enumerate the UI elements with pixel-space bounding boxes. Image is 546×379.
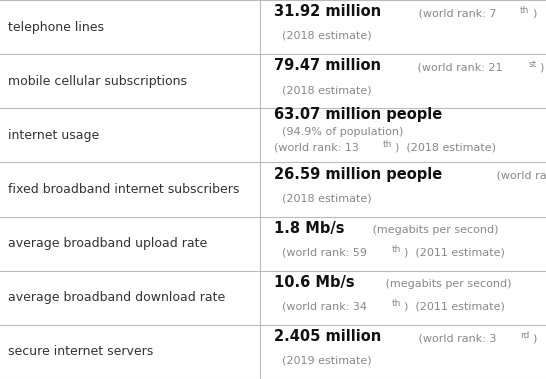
Text: (2019 estimate): (2019 estimate) xyxy=(282,356,371,366)
Text: internet usage: internet usage xyxy=(8,129,99,142)
Text: 10.6 Mb/s: 10.6 Mb/s xyxy=(274,275,354,290)
Text: rd: rd xyxy=(520,331,529,340)
Text: (world rank: 21: (world rank: 21 xyxy=(414,63,503,72)
Text: th: th xyxy=(520,6,529,15)
Text: 1.8 Mb/s: 1.8 Mb/s xyxy=(274,221,344,236)
Text: (world rank: 8: (world rank: 8 xyxy=(494,171,546,181)
Text: )  (2011 estimate): ) (2011 estimate) xyxy=(403,302,505,312)
Text: (world rank: 34: (world rank: 34 xyxy=(282,302,367,312)
Text: 79.47 million: 79.47 million xyxy=(274,58,381,74)
Text: ): ) xyxy=(539,63,544,72)
Text: (megabits per second): (megabits per second) xyxy=(369,225,498,235)
Text: )  (2018 estimate): ) (2018 estimate) xyxy=(395,143,496,152)
Text: st: st xyxy=(529,60,537,69)
Text: (world rank: 13: (world rank: 13 xyxy=(274,143,358,152)
Text: 63.07 million people: 63.07 million people xyxy=(274,107,442,122)
Text: (2018 estimate): (2018 estimate) xyxy=(282,85,371,95)
Text: th: th xyxy=(383,140,393,149)
Text: 26.59 million people: 26.59 million people xyxy=(274,167,442,182)
Text: ): ) xyxy=(532,8,536,18)
Text: 31.92 million: 31.92 million xyxy=(274,4,381,19)
Text: average broadband upload rate: average broadband upload rate xyxy=(8,237,207,250)
Text: )  (2011 estimate): ) (2011 estimate) xyxy=(403,247,505,258)
Text: 2.405 million: 2.405 million xyxy=(274,329,381,344)
Text: fixed broadband internet subscribers: fixed broadband internet subscribers xyxy=(8,183,240,196)
Text: mobile cellular subscriptions: mobile cellular subscriptions xyxy=(8,75,187,88)
Text: (2018 estimate): (2018 estimate) xyxy=(282,31,371,41)
Text: (megabits per second): (megabits per second) xyxy=(382,279,512,289)
Text: secure internet servers: secure internet servers xyxy=(8,345,153,359)
Text: telephone lines: telephone lines xyxy=(8,20,104,34)
Text: th: th xyxy=(391,299,401,309)
Text: (world rank: 59: (world rank: 59 xyxy=(282,247,367,258)
Text: (2018 estimate): (2018 estimate) xyxy=(282,193,371,204)
Text: average broadband download rate: average broadband download rate xyxy=(8,291,225,304)
Text: (94.9% of population): (94.9% of population) xyxy=(282,127,403,137)
Text: th: th xyxy=(391,245,401,254)
Text: ): ) xyxy=(532,333,536,343)
Text: (world rank: 3: (world rank: 3 xyxy=(414,333,496,343)
Text: (world rank: 7: (world rank: 7 xyxy=(414,8,496,18)
